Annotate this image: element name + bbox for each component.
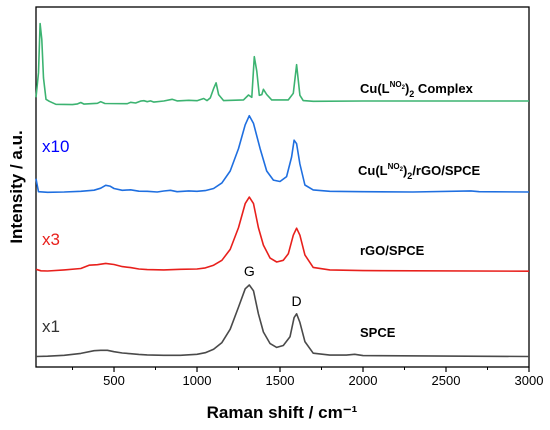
series-line-cu-l-no2-2-rgo-spce [35,114,530,194]
x-axis-ticks: 500 1000 1500 2000 2500 3000 [72,367,544,388]
x-tick-label: 3000 [515,373,544,388]
x-tick-label: 500 [103,373,125,388]
x-axis-label: Raman shift / cm⁻¹ [207,403,358,422]
peak-annotations: GD [244,263,302,309]
plot-frame [35,6,530,368]
series-line-cu-l-no2-2-complex [35,22,529,106]
x-tick-label: 2000 [349,373,378,388]
y-axis-label: Intensity / a.u. [7,130,26,243]
series-labels: Cu(LNO2)2 Complex Cu(LNO2)2/rGO/SPCE x10 rG… [42,80,481,340]
multiplier-label-rgo-spce: x3 [42,230,60,249]
multiplier-label-spce: x1 [42,317,60,336]
multiplier-label-cu-l-no2-2-rgo-spce: x10 [42,137,69,156]
series-line-rgo-spce [35,196,530,273]
series-line-spce [35,284,530,358]
series-label-spce: SPCE [360,325,396,340]
x-tick-label: 1500 [266,373,295,388]
x-tick-label: 2500 [432,373,461,388]
series-layer [35,22,530,358]
series-label-cu-l-no2-2-rgo-spce: Cu(LNO2)2/rGO/SPCE [358,162,481,181]
series-label-cu-l-no2-2-complex: Cu(LNO2)2 Complex [360,80,474,99]
series-label-rgo-spce: rGO/SPCE [360,243,425,258]
peak-label-g: G [244,263,255,279]
x-tick-label: 1000 [183,373,212,388]
peak-label-d: D [292,293,302,309]
